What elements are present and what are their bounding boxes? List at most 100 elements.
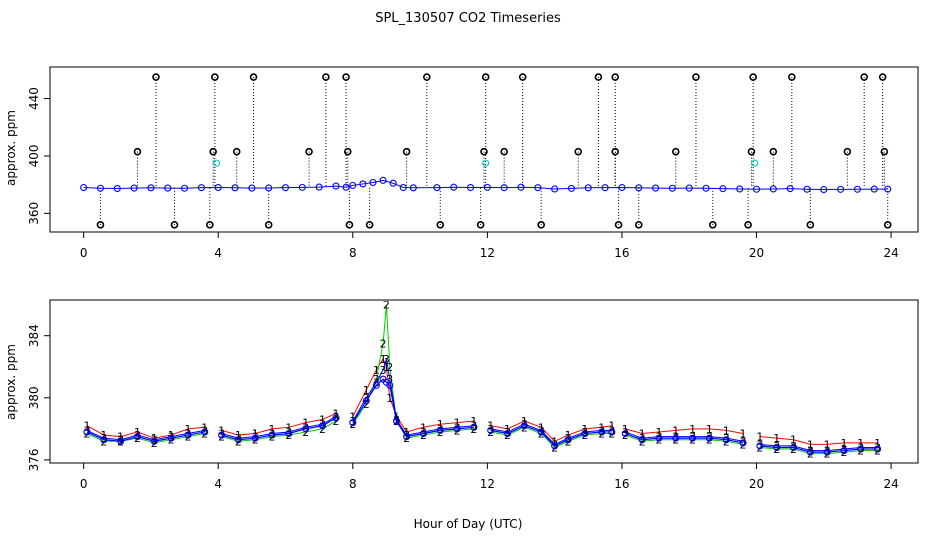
series-2-label: 2 — [285, 429, 292, 442]
data-point-spikes_mid — [769, 147, 778, 156]
data-point-spikes_mid — [671, 147, 680, 156]
series-2-label: 2 — [420, 429, 427, 442]
data-point-baseline — [231, 184, 239, 192]
data-point-baseline — [719, 185, 727, 193]
data-point-observed — [537, 428, 545, 436]
data-point-baseline — [214, 183, 222, 192]
data-point-baseline — [534, 184, 542, 192]
series-3-label: 3 — [857, 441, 864, 454]
x-tick-label: 8 — [349, 246, 357, 260]
data-point-observed — [504, 429, 512, 438]
series-3-label: 3 — [302, 421, 309, 434]
series-1-label: 1 — [100, 429, 107, 442]
series-2-label: 2 — [824, 448, 831, 461]
series-1-label: 1 — [269, 423, 276, 436]
series-3-label: 3 — [218, 428, 225, 441]
data-point-baseline — [870, 185, 878, 193]
data-point-baseline — [349, 181, 357, 189]
series-1-label: 1 — [454, 417, 461, 430]
series-1-label: 1 — [487, 420, 494, 433]
series-3-label: 3 — [773, 440, 780, 453]
series-1-label: 1 — [201, 421, 208, 434]
series-3-label: 3 — [521, 418, 528, 431]
series-1-label: 1 — [437, 418, 444, 431]
data-point-cyan_points — [212, 159, 221, 167]
series-1-label: 1 — [581, 423, 588, 436]
data-point-spikes_mid — [209, 147, 217, 156]
data-point-spikes_high — [749, 73, 757, 81]
data-point-observed — [167, 434, 175, 442]
series-3-label: 3 — [723, 432, 730, 445]
chart-title: SPL_130507 CO2 Timeseries — [375, 11, 561, 26]
data-point-observed — [756, 442, 764, 450]
data-point-spikes_high — [249, 73, 258, 81]
data-point-baseline — [197, 184, 205, 192]
data-point-observed — [100, 436, 108, 444]
series-3-label: 3 — [740, 435, 747, 448]
data-point-baseline — [248, 184, 256, 192]
series-1-label: 1 — [857, 437, 864, 450]
series-1-label: 1 — [608, 420, 615, 433]
series-1-label: 1 — [84, 420, 91, 433]
x-tick-label: 0 — [80, 246, 88, 260]
data-point-spikes_high — [518, 73, 527, 81]
series-1-label: 1 — [565, 429, 572, 442]
data-point-baseline — [803, 185, 811, 193]
series-3-label: 3 — [380, 364, 387, 377]
data-point-spikes_mid — [880, 147, 889, 156]
series-line-1 — [625, 428, 744, 435]
data-point-spikes_low — [436, 221, 445, 229]
series-2-label: 2 — [565, 435, 572, 448]
panel2-y-axis-label: approx. ppm — [4, 344, 18, 420]
data-point-spikes_low — [365, 221, 374, 229]
series-2-label: 2 — [380, 337, 387, 350]
series-1-label: 1 — [874, 437, 881, 450]
series-3-label: 3 — [252, 431, 259, 444]
data-point-observed — [218, 431, 226, 439]
x-tick-label: 12 — [480, 246, 495, 260]
data-point-cyan_points — [482, 159, 490, 167]
y-tick-label: 384 — [27, 324, 41, 347]
series-3-label: 3 — [383, 353, 390, 366]
series-3-label: 3 — [235, 432, 242, 445]
series-3-label: 3 — [134, 429, 141, 442]
panel-1-frame — [49, 66, 919, 233]
data-point-observed — [598, 428, 606, 436]
data-point-baseline — [786, 185, 794, 193]
series-1-label: 1 — [655, 426, 662, 439]
series-2-label: 2 — [403, 432, 410, 445]
series-2-label: 2 — [134, 432, 141, 445]
series-3-label: 3 — [201, 424, 208, 437]
series-2-label: 2 — [874, 445, 881, 458]
data-point-observed — [551, 442, 559, 450]
data-point-spikes_high — [594, 73, 603, 81]
series-1-label: 1 — [302, 417, 309, 430]
data-point-baseline — [389, 179, 397, 187]
data-point-spikes_mid — [611, 147, 620, 156]
y-tick-label: 380 — [27, 386, 41, 409]
data-point-observed — [332, 414, 340, 422]
series-2-label: 2 — [857, 445, 864, 458]
data-point-spikes_high — [481, 73, 490, 81]
series-1-label: 1 — [380, 353, 387, 366]
data-point-observed — [806, 448, 814, 456]
data-point-baseline — [96, 184, 105, 192]
data-point-observed — [372, 381, 380, 389]
y-tick-label: 360 — [27, 202, 41, 225]
panel-1-plot: 0 4 8 12 16 20 24 360 400 440 — [27, 66, 919, 260]
series-3-label: 3 — [551, 438, 558, 451]
data-point-spikes_low — [883, 221, 892, 229]
data-point-baseline — [164, 184, 172, 192]
series-2-label: 2 — [840, 446, 847, 459]
panel-2-frame — [49, 299, 919, 464]
data-point-baseline — [483, 183, 491, 191]
x-tick-label: 8 — [349, 477, 357, 491]
data-point-baseline — [820, 185, 828, 194]
data-point-observed — [117, 437, 125, 445]
data-point-observed — [285, 429, 293, 438]
data-point-spikes_low — [806, 221, 815, 229]
series-3-label: 3 — [437, 423, 444, 436]
series-1-label: 1 — [420, 421, 427, 434]
data-point-observed — [672, 434, 680, 442]
